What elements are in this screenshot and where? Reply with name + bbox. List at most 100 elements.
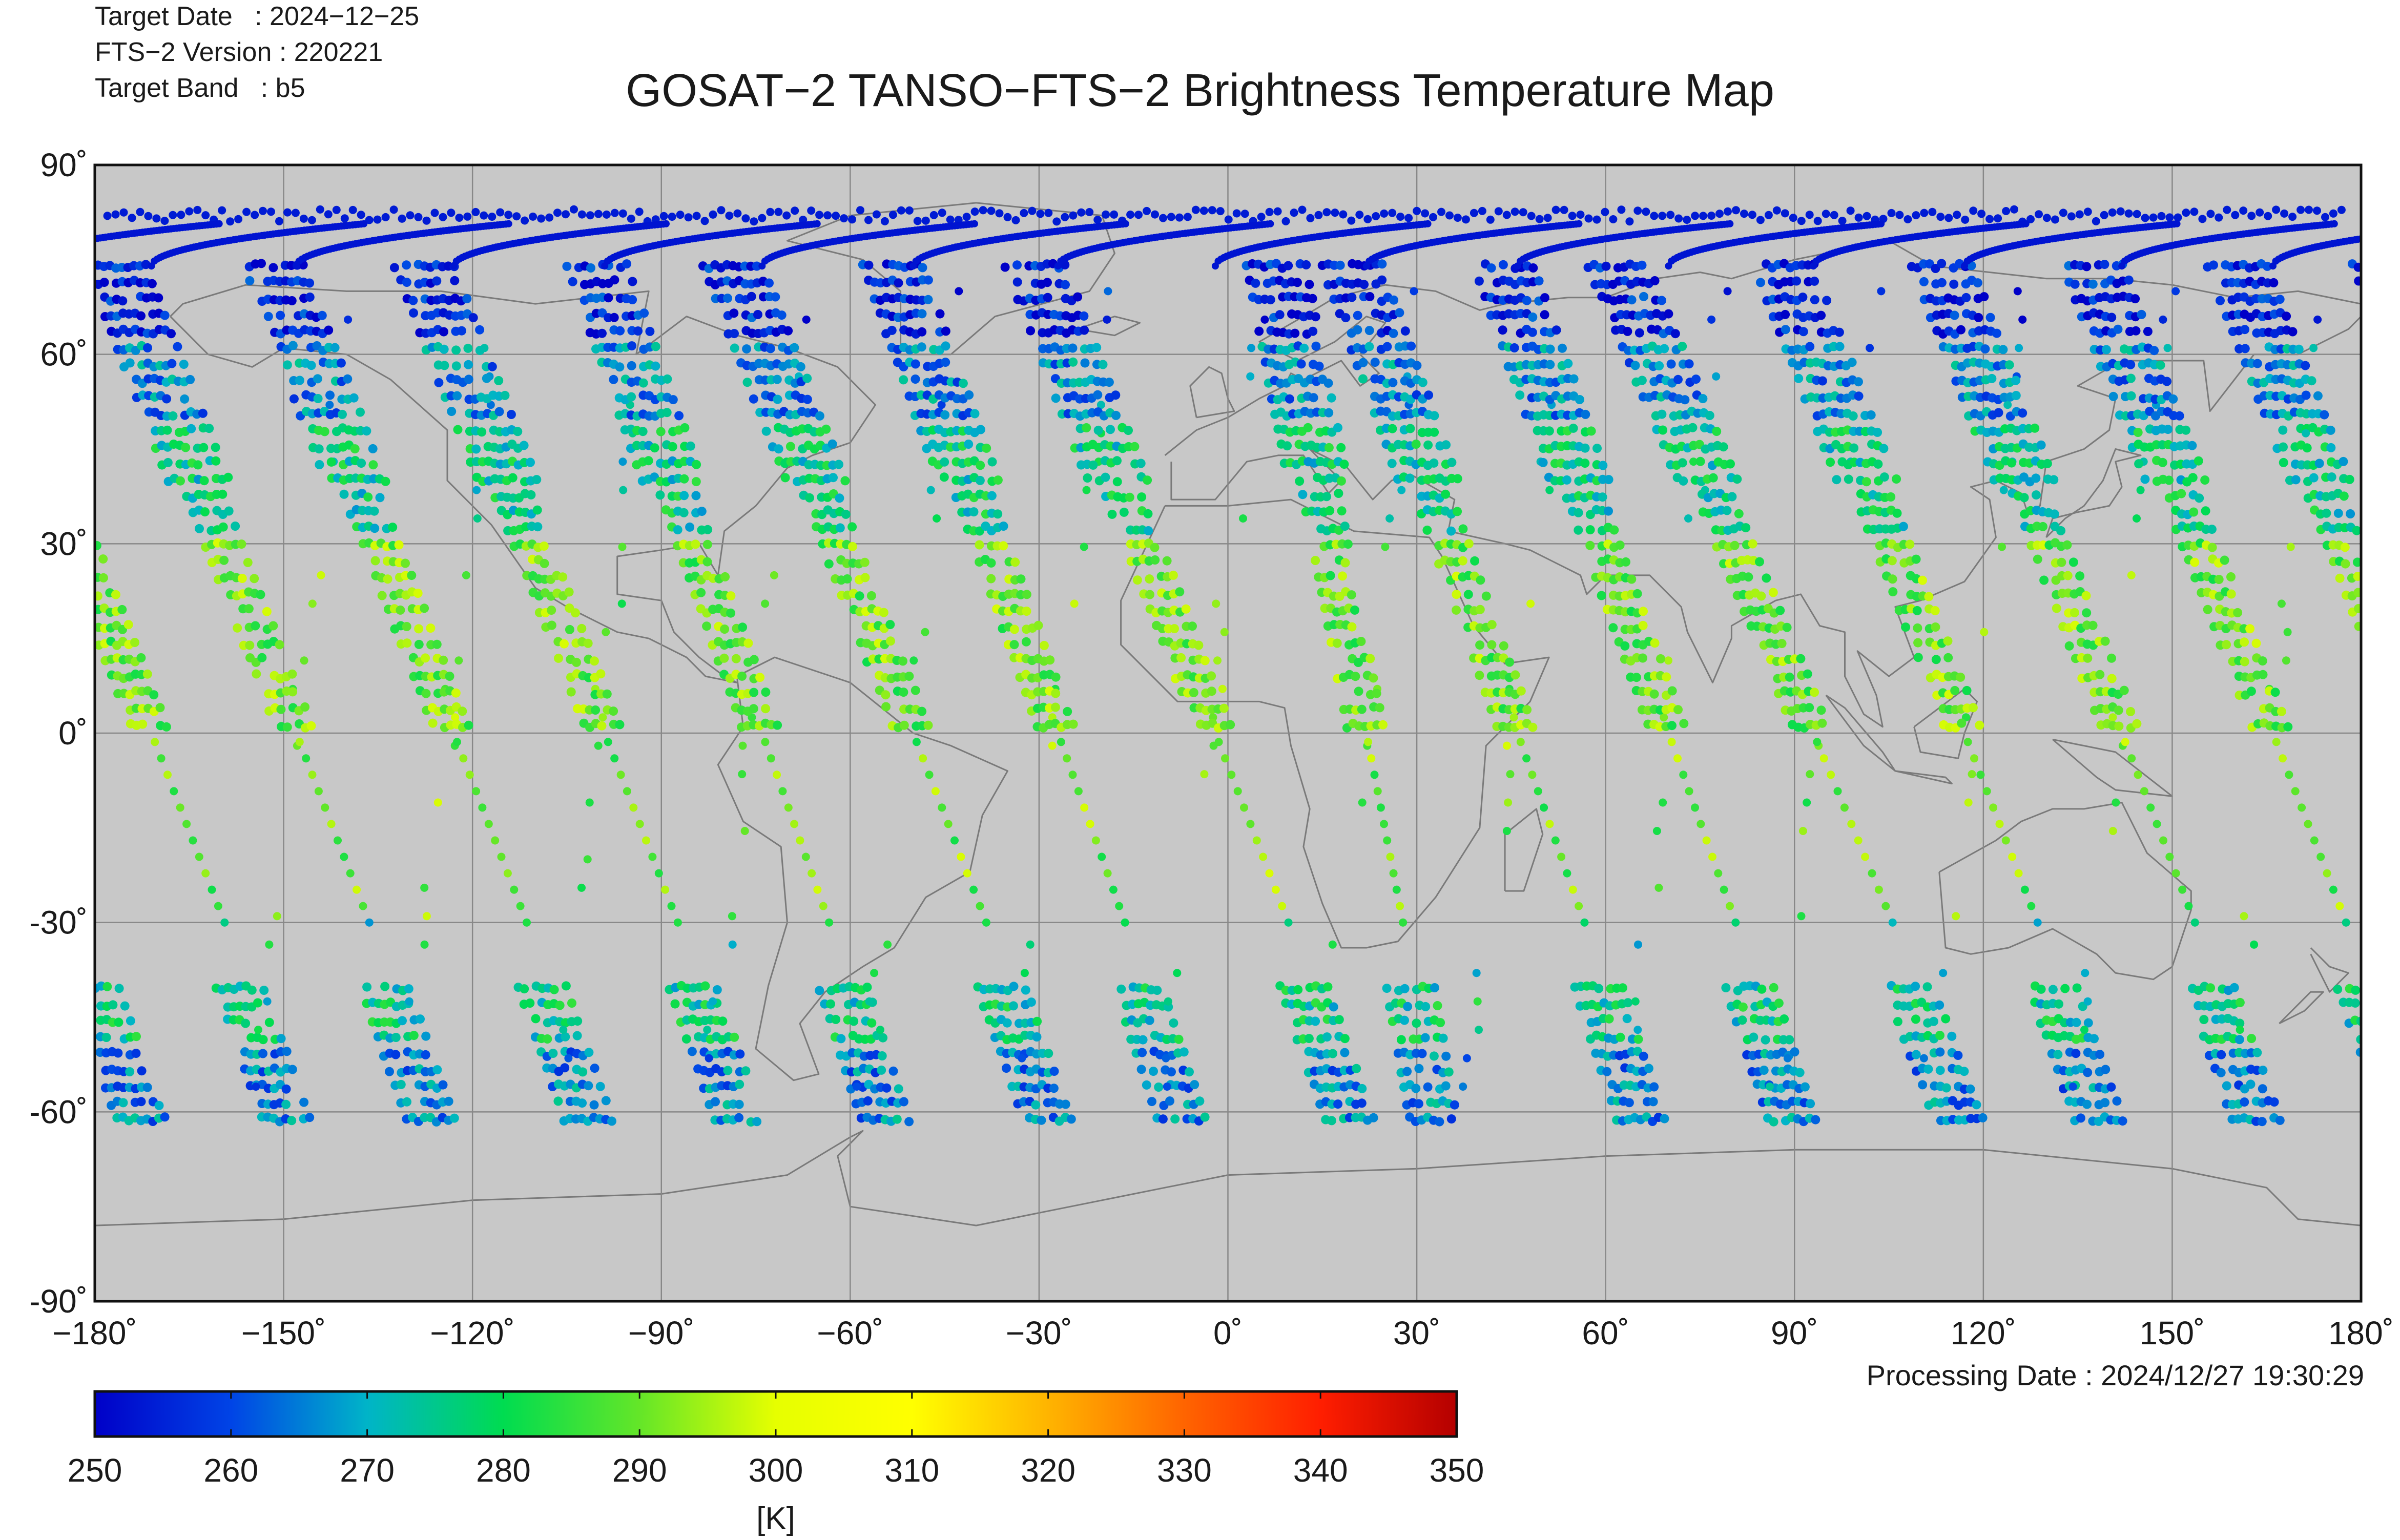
footprint-marker xyxy=(2026,215,2035,223)
footprint-marker xyxy=(1098,852,1106,861)
footprint-marker xyxy=(749,688,759,697)
footprint-marker xyxy=(1866,410,1876,420)
footprint-marker xyxy=(1662,672,1671,682)
footprint-marker xyxy=(200,507,210,517)
footprint-marker xyxy=(1350,605,1359,615)
footprint-marker xyxy=(1888,574,1897,584)
footprint-marker xyxy=(2302,443,2312,453)
footprint-marker xyxy=(2354,604,2361,613)
footprint-marker xyxy=(1473,997,1482,1006)
footprint-marker xyxy=(1284,918,1293,927)
footprint-marker xyxy=(1901,622,1911,632)
footprint-marker xyxy=(594,210,603,218)
footprint-marker xyxy=(533,522,543,532)
footprint-marker xyxy=(834,460,843,469)
footprint-marker xyxy=(363,492,373,502)
footprint-marker xyxy=(151,738,159,746)
footprint-marker xyxy=(659,212,668,220)
footprint-marker xyxy=(2114,705,2123,715)
footprint-marker xyxy=(520,984,529,994)
footprint-marker xyxy=(2309,344,2318,352)
footprint-marker xyxy=(1943,636,1953,646)
footprint-marker xyxy=(560,1063,570,1073)
footprint-marker xyxy=(1678,342,1687,351)
footprint-marker xyxy=(259,206,267,215)
footprint-marker xyxy=(917,342,926,352)
footprint-marker xyxy=(774,444,783,454)
footprint-marker xyxy=(1240,210,1249,218)
footprint-marker xyxy=(214,902,222,910)
footprint-marker xyxy=(1430,427,1439,437)
footprint-marker xyxy=(1633,206,1642,215)
footprint-marker xyxy=(1044,1049,1053,1058)
footprint-marker xyxy=(154,293,163,303)
footprint-marker xyxy=(1403,1002,1413,1011)
footprint-marker xyxy=(491,836,500,845)
footprint-marker xyxy=(1433,1001,1442,1010)
footprint-marker xyxy=(564,1054,573,1063)
footprint-marker xyxy=(755,673,765,682)
footprint-marker xyxy=(993,475,1003,485)
footprint-marker xyxy=(439,344,449,354)
footprint-marker xyxy=(639,308,649,318)
footprint-marker xyxy=(1798,827,1807,835)
footprint-marker xyxy=(2354,621,2361,631)
footprint-marker xyxy=(2083,997,2092,1006)
footprint-marker xyxy=(1143,509,1153,518)
footprint-marker xyxy=(1777,639,1787,649)
footprint-marker xyxy=(1406,341,1416,351)
footprint-marker xyxy=(402,638,412,648)
footprint-marker xyxy=(414,624,424,634)
footprint-marker xyxy=(2033,918,2042,927)
footprint-marker xyxy=(287,296,297,305)
footprint-marker xyxy=(375,493,385,503)
footprint-marker xyxy=(1568,423,1578,433)
footprint-marker xyxy=(764,278,774,288)
footprint-marker xyxy=(1937,278,1947,287)
footprint-marker xyxy=(1929,1016,1938,1026)
footprint-marker xyxy=(2049,475,2059,485)
footprint-marker xyxy=(344,315,353,324)
footprint-marker xyxy=(1502,211,1511,219)
footprint-marker xyxy=(218,206,226,215)
footprint-marker xyxy=(1630,361,1640,370)
footprint-marker xyxy=(950,836,959,845)
footprint-marker xyxy=(267,207,275,216)
footprint-marker xyxy=(1999,486,2008,494)
footprint-marker xyxy=(1887,209,1896,217)
footprint-marker xyxy=(287,669,297,679)
footprint-marker xyxy=(1970,754,1978,763)
footprint-marker xyxy=(2235,1035,2244,1045)
footprint-marker xyxy=(679,508,689,517)
footprint-marker xyxy=(1721,983,1731,992)
footprint-marker xyxy=(2203,605,2212,614)
footprint-marker xyxy=(770,571,778,579)
footprint-marker xyxy=(452,391,462,401)
footprint-marker xyxy=(1702,836,1711,845)
footprint-marker xyxy=(143,343,152,352)
footprint-marker xyxy=(1973,278,1982,288)
footprint-marker xyxy=(2101,345,2111,355)
footprint-marker xyxy=(1962,685,1972,695)
footprint-marker xyxy=(1063,754,1071,763)
footprint-marker xyxy=(330,343,340,352)
footprint-marker xyxy=(1145,574,1154,584)
footprint-marker xyxy=(2010,205,2018,214)
footprint-marker xyxy=(1730,540,1740,550)
footprint-marker xyxy=(1667,721,1677,731)
footprint-marker xyxy=(987,491,997,501)
footprint-marker xyxy=(747,292,756,301)
footprint-marker xyxy=(2269,278,2279,287)
footprint-marker xyxy=(1207,686,1216,696)
footprint-marker xyxy=(173,342,182,351)
footprint-marker xyxy=(1009,982,1019,991)
footprint-marker xyxy=(1664,656,1672,665)
footprint-marker xyxy=(2164,475,2174,485)
footprint-marker xyxy=(1654,361,1664,370)
footprint-marker xyxy=(480,211,488,220)
footprint-marker xyxy=(356,407,365,417)
footprint-marker xyxy=(1522,754,1531,763)
footprint-marker xyxy=(1259,852,1268,861)
footprint-marker xyxy=(234,215,243,223)
footprint-marker xyxy=(929,211,938,219)
